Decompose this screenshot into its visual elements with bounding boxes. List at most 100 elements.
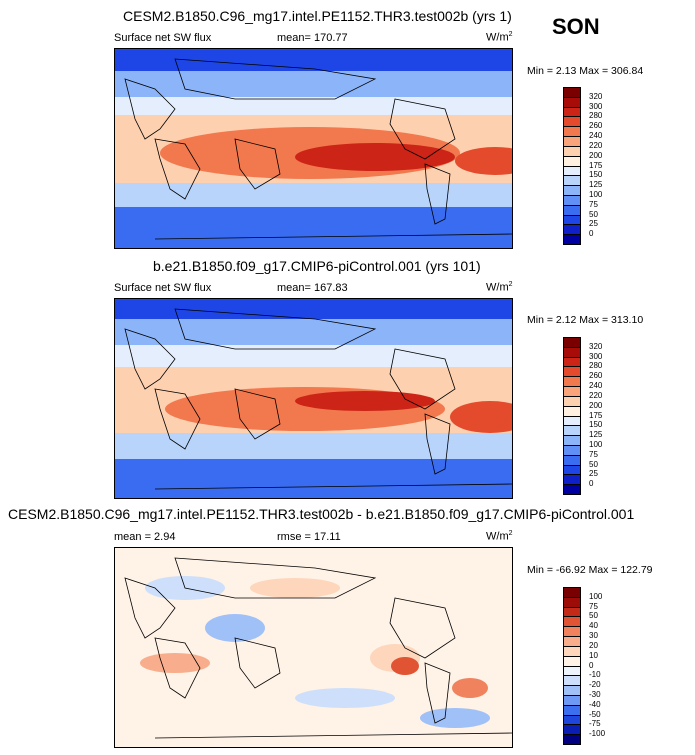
panel-3-colorbar: 100 75 50 40 30 20 10 0 -10 -20 -30 -40 -50 -75 -100 xyxy=(563,587,605,745)
colorbar-cell xyxy=(563,87,581,98)
colorbar-tick-label: 260 xyxy=(589,121,603,131)
colorbar-tick-label: 75 xyxy=(589,449,598,459)
colorbar-tick-label: 40 xyxy=(589,621,598,631)
colorbar-cell xyxy=(563,194,581,206)
panel-1-midlat-south-band xyxy=(115,183,512,207)
colorbar-tick-label: 25 xyxy=(589,219,598,229)
colorbar-cell xyxy=(563,596,581,608)
colorbar-cell xyxy=(563,616,581,628)
colorbar-cell xyxy=(563,734,581,745)
colorbar-tick-label: -100 xyxy=(589,729,606,739)
panel-2-mean-label: mean= 167.83 xyxy=(277,282,348,294)
colorbar-cell xyxy=(563,405,581,417)
colorbar-tick-label: 175 xyxy=(589,160,603,170)
colorbar-cell xyxy=(563,145,581,157)
colorbar-cell xyxy=(563,415,581,427)
panel-2-minmax: Min = 2.12 Max = 313.10 xyxy=(527,314,644,326)
colorbar-cell xyxy=(563,714,581,726)
colorbar-cell xyxy=(563,155,581,167)
colorbar-cell xyxy=(563,395,581,407)
colorbar-cell xyxy=(563,685,581,696)
panel-3-anomaly-neg-4 xyxy=(420,708,490,728)
colorbar-tick-label: 100 xyxy=(589,439,603,449)
colorbar-tick-label: -40 xyxy=(589,699,601,709)
colorbar-tick-label: 50 xyxy=(589,459,598,469)
colorbar-tick-label: 150 xyxy=(589,420,603,430)
colorbar-tick-label: -10 xyxy=(589,670,601,680)
colorbar-cell xyxy=(563,655,581,667)
colorbar-cell xyxy=(563,386,581,397)
panel-1-variable-label: Surface net SW flux xyxy=(114,32,212,44)
colorbar-cell xyxy=(563,626,581,638)
panel-3-title: CESM2.B1850.C96_mg17.intel.PE1152.THR3.t… xyxy=(8,506,635,522)
colorbar-tick-label: 100 xyxy=(589,591,603,601)
colorbar-cell xyxy=(563,356,581,368)
colorbar-tick-label: 240 xyxy=(589,381,603,391)
colorbar-cell xyxy=(563,444,581,456)
colorbar-tick-label: 10 xyxy=(589,650,598,660)
panel-1-mean-label: mean= 170.77 xyxy=(277,32,348,44)
panel-2-variable-label: Surface net SW flux xyxy=(114,282,212,294)
colorbar-tick-label: 280 xyxy=(589,111,603,121)
colorbar-tick-label: 50 xyxy=(589,611,598,621)
colorbar-tick-label: 220 xyxy=(589,390,603,400)
colorbar-cell xyxy=(563,675,581,687)
colorbar-cell xyxy=(563,454,581,466)
panel-2-units: W/m2 xyxy=(486,281,513,294)
panel-2-map-svg xyxy=(115,299,512,498)
colorbar-tick-label: 25 xyxy=(589,469,598,479)
colorbar-cell xyxy=(563,366,581,378)
colorbar-cell xyxy=(563,435,581,446)
colorbar-tick-label: 300 xyxy=(589,351,603,361)
colorbar-tick-label: 0 xyxy=(589,229,594,239)
colorbar-cell xyxy=(563,136,581,147)
panel-1-atlantic-core xyxy=(455,147,512,175)
colorbar-cell xyxy=(563,116,581,128)
panel-1-minmax: Min = 2.13 Max = 306.84 xyxy=(527,65,644,77)
panel-1-coastlines xyxy=(124,58,512,240)
colorbar-tick-label: 150 xyxy=(589,170,603,180)
panel-2-midlat-south-band xyxy=(115,433,512,459)
panel-3-anomaly-neg-3 xyxy=(295,688,395,708)
colorbar-cell xyxy=(563,694,581,706)
panel-3-map xyxy=(114,547,513,748)
colorbar-tick-label: 200 xyxy=(589,150,603,160)
colorbar-cell xyxy=(563,606,581,618)
panel-1-title: CESM2.B1850.C96_mg17.intel.PE1152.THR3.t… xyxy=(123,8,512,24)
colorbar-cell xyxy=(563,704,581,716)
colorbar-cell xyxy=(563,106,581,118)
panel-3-anomaly-pos-4 xyxy=(452,678,488,698)
colorbar-tick-label: 50 xyxy=(589,209,598,219)
colorbar-tick-label: -20 xyxy=(589,680,601,690)
colorbar-cell xyxy=(563,376,581,388)
colorbar-tick-label: 100 xyxy=(589,189,603,199)
panel-2-pacific-core xyxy=(295,391,435,411)
colorbar-cell xyxy=(563,165,581,177)
panel-2-map xyxy=(114,298,513,499)
colorbar-cell xyxy=(563,425,581,437)
colorbar-cell xyxy=(563,234,581,245)
colorbar-tick-label: 20 xyxy=(589,640,598,650)
colorbar-tick-label: 0 xyxy=(589,660,594,670)
colorbar-cell xyxy=(563,185,581,196)
panel-2-midlat-north-band xyxy=(115,319,512,349)
panel-1-pacific-core xyxy=(295,143,455,171)
colorbar-tick-label: -30 xyxy=(589,689,601,699)
colorbar-tick-label: -50 xyxy=(589,709,601,719)
colorbar-cell xyxy=(563,96,581,108)
panel-3-anomaly-pos-5 xyxy=(250,578,340,598)
panel-1-map xyxy=(114,48,513,249)
panel-2-title: b.e21.B1850.f09_g17.CMIP6-piControl.001 … xyxy=(153,258,481,274)
colorbar-tick-label: 280 xyxy=(589,361,603,371)
panel-2-atlantic-core xyxy=(450,401,512,433)
colorbar-cell xyxy=(563,636,581,647)
colorbar-tick-label: 260 xyxy=(589,371,603,381)
colorbar-tick-label: -75 xyxy=(589,719,601,729)
panel-1-map-svg xyxy=(115,49,512,248)
colorbar-cell xyxy=(563,464,581,476)
colorbar-tick-label: 200 xyxy=(589,400,603,410)
panel-3-anomaly-pos-3 xyxy=(391,657,419,675)
panel-3-rmse-label: rmse = 17.11 xyxy=(277,531,341,543)
colorbar-tick-label: 300 xyxy=(589,101,603,111)
colorbar-tick-label: 75 xyxy=(589,601,598,611)
